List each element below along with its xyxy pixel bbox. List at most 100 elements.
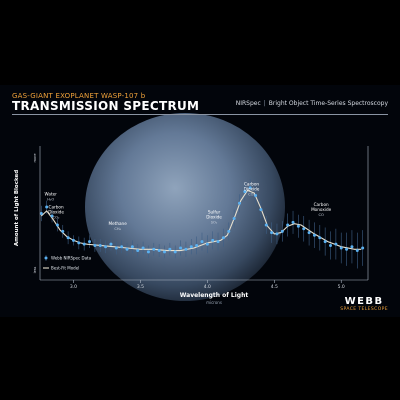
data-point <box>184 247 188 251</box>
data-point <box>200 240 204 244</box>
data-point <box>157 249 161 253</box>
instrument-info: NIRSpec | Bright Object Time-Series Spectr… <box>236 100 388 107</box>
logo-wordmark: WEBB <box>344 296 384 307</box>
y-tick-label-high: more <box>33 153 37 162</box>
data-point <box>334 242 338 246</box>
annotation-formula: CO₂ <box>53 215 60 219</box>
legend: Webb NIRSpec Data Best-Fit Model <box>43 255 92 271</box>
header-divider <box>12 114 388 115</box>
y-tick-label-low: less <box>33 266 37 273</box>
annotation-formula: CH₄ <box>114 227 121 231</box>
data-point <box>216 240 220 244</box>
y-axis-label: Amount of Light Blocked <box>14 170 20 246</box>
data-point <box>323 240 327 244</box>
axes: 3.0 3.5 4.0 4.5 5.0 more less <box>33 146 369 290</box>
data-point <box>173 250 177 254</box>
x-tick-label: 3.0 <box>70 284 77 290</box>
data-point <box>93 243 97 247</box>
annotation-label: Dioxide <box>206 214 222 219</box>
annotation-label: Dioxide <box>48 209 64 214</box>
data-point <box>232 217 236 221</box>
data-point <box>39 211 43 215</box>
data-point <box>152 247 156 251</box>
data-point <box>114 246 118 250</box>
data-point <box>361 246 365 250</box>
data-point <box>66 236 70 240</box>
data-point <box>339 246 343 250</box>
x-tick-label: 3.5 <box>137 284 144 290</box>
data-point <box>270 231 274 235</box>
x-tick-label: 4.0 <box>204 284 211 290</box>
data-point <box>302 227 306 231</box>
data-point <box>355 249 359 253</box>
legend-label: Best-Fit Model <box>51 266 79 271</box>
annotation-formula: H₂O <box>47 198 54 202</box>
annotation-label: Methane <box>109 221 128 226</box>
data-point <box>146 250 150 254</box>
data-point <box>98 243 102 247</box>
data-point <box>136 249 140 253</box>
annotation-label: Monoxide <box>311 207 332 212</box>
annotation-label: Carbon <box>49 204 64 209</box>
separator: | <box>263 100 266 107</box>
data-point <box>168 247 172 251</box>
annotation-formula: CO₂ <box>248 192 255 196</box>
legend-label: Webb NIRSpec Data <box>51 256 92 261</box>
data-point <box>345 247 349 251</box>
annotation-formula: CO <box>318 213 324 217</box>
data-point <box>45 205 49 209</box>
x-axis-unit: microns <box>206 300 222 305</box>
data-point <box>179 246 183 250</box>
annotation-label: Dioxide <box>244 186 260 191</box>
data-point <box>286 223 290 227</box>
data-point <box>88 240 92 244</box>
annotation-formula: SO₂ <box>211 220 218 224</box>
data-points <box>39 186 365 254</box>
x-axis-label: Wavelength of Light <box>180 292 249 299</box>
page-title: TRANSMISSION SPECTRUM <box>12 99 200 113</box>
data-point <box>318 236 322 240</box>
data-point <box>120 245 124 249</box>
background-panel <box>0 85 400 317</box>
webb-logo: WEBB SPACE TELESCOPE <box>340 296 388 312</box>
data-point <box>195 243 199 247</box>
annotation-label: Sulfur <box>208 209 221 214</box>
data-point <box>248 186 252 190</box>
data-point <box>329 243 333 247</box>
data-point <box>280 229 284 233</box>
data-point <box>243 190 247 194</box>
x-tick-label: 5.0 <box>338 284 345 290</box>
instrument-name: NIRSpec <box>235 100 261 107</box>
annotations: WaterH₂OCarbonDioxideCO₂MethaneCH₄Sulfur… <box>45 181 332 231</box>
data-point <box>125 247 129 251</box>
data-point <box>82 242 86 246</box>
data-point <box>254 194 258 198</box>
data-point <box>109 242 113 246</box>
data-point <box>50 214 54 218</box>
data-point <box>350 245 354 249</box>
x-tick-label: 4.5 <box>271 284 278 290</box>
data-point <box>312 233 316 237</box>
logo-subtitle: SPACE TELESCOPE <box>340 307 388 312</box>
data-point <box>237 201 241 205</box>
observing-mode: Bright Object Time-Series Spectroscopy <box>268 100 388 107</box>
data-point <box>71 238 75 242</box>
data-point <box>61 229 65 233</box>
data-point <box>211 238 215 242</box>
data-point <box>259 208 263 212</box>
header-kicker: GAS-GIANT EXOPLANET WASP-107 b <box>12 92 146 100</box>
annotation-label: Carbon <box>314 202 329 207</box>
annotation-label: Water <box>45 192 58 197</box>
data-point <box>163 250 167 254</box>
data-point <box>104 245 108 249</box>
data-point <box>296 224 300 228</box>
data-point <box>77 241 81 245</box>
data-point <box>275 232 279 236</box>
data-point <box>291 220 295 224</box>
data-point <box>307 231 311 235</box>
legend-data-swatch <box>44 256 48 260</box>
data-point <box>221 236 225 240</box>
data-point <box>130 245 134 249</box>
